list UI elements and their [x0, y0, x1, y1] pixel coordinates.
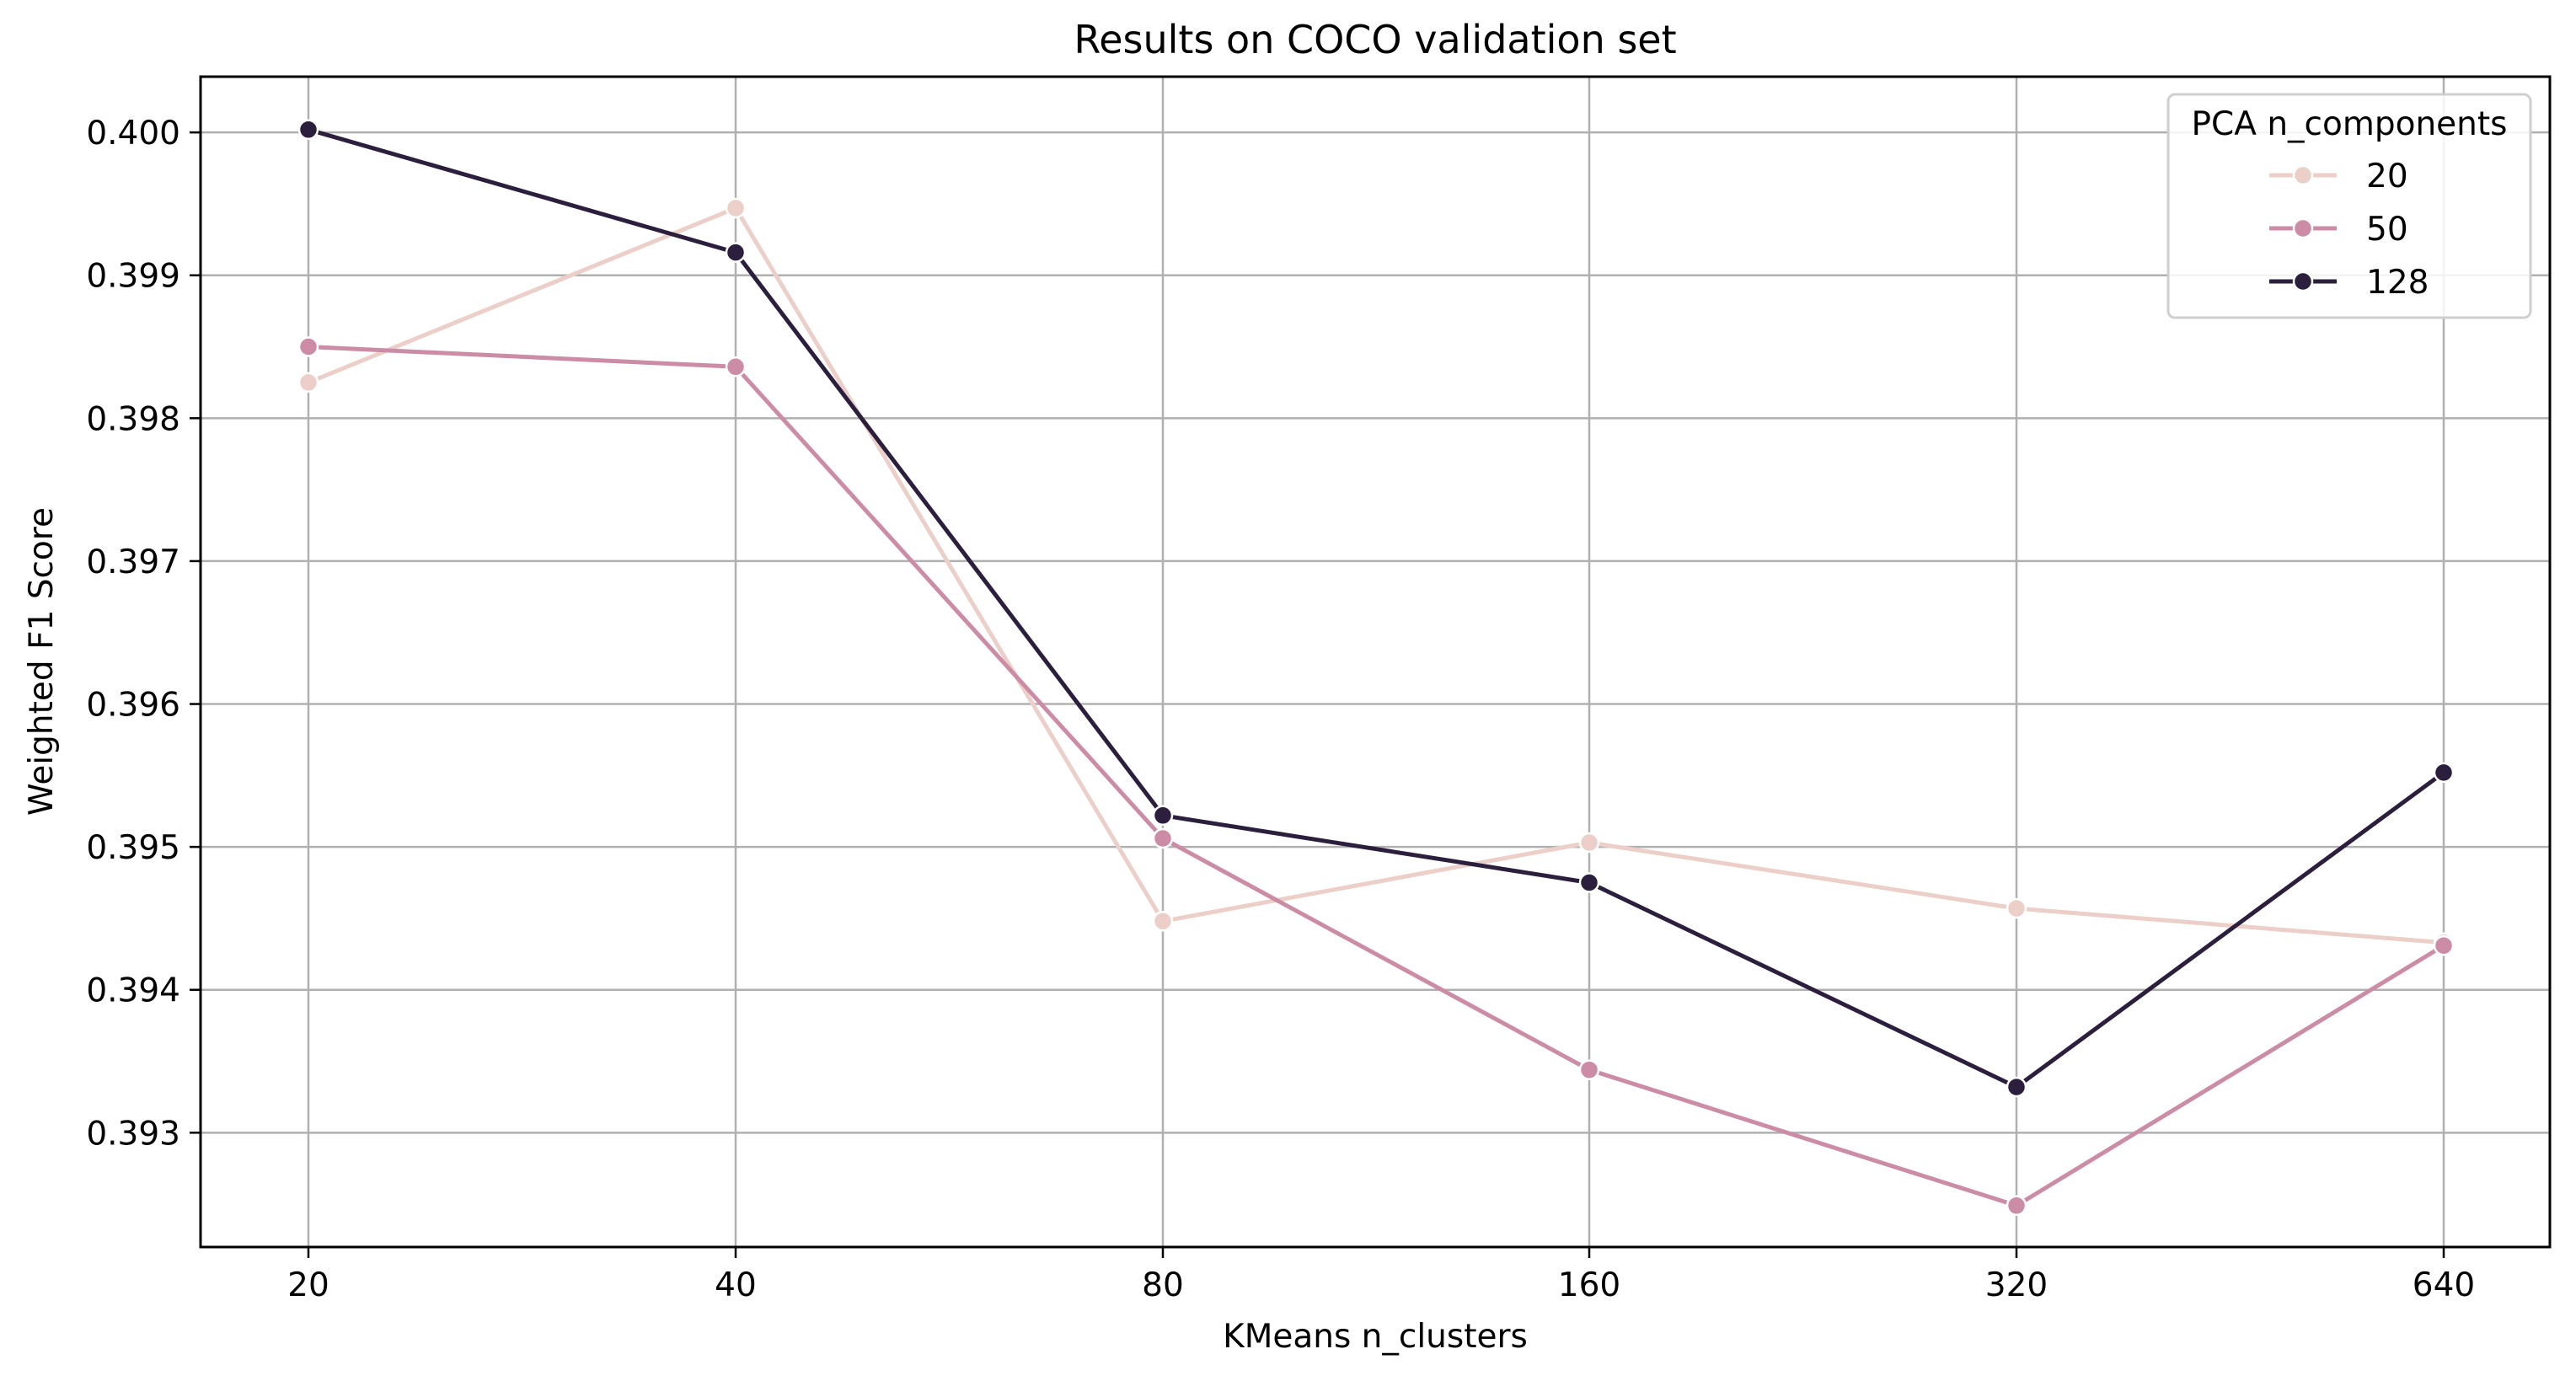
y-tick-label: 0.394: [86, 972, 180, 1010]
y-tick-label: 0.398: [86, 400, 180, 438]
data-point-20: [2006, 897, 2027, 919]
series-line-128: [306, 127, 2446, 1089]
x-axis-label: KMeans n_clusters: [1223, 1318, 1528, 1356]
x-axis-ticks: 20 40 80 160 320 640: [287, 1247, 2475, 1304]
x-tick-label: 160: [1558, 1266, 1620, 1304]
legend-label-20: 20: [2366, 158, 2408, 195]
data-point-128: [725, 242, 747, 263]
legend-items: 20 50 128: [2269, 158, 2429, 302]
data-point-50: [2433, 934, 2455, 956]
x-tick-label: 320: [1985, 1266, 2048, 1304]
legend-label-128: 128: [2366, 264, 2429, 302]
data-point-20: [297, 372, 319, 393]
y-tick-label: 0.396: [86, 687, 180, 725]
data-point-20: [1152, 911, 1174, 932]
x-tick-label: 640: [2413, 1266, 2475, 1304]
legend-title: PCA n_components: [2192, 105, 2508, 143]
plot-frame: [199, 75, 2552, 1249]
legend-label-50: 50: [2366, 211, 2408, 249]
y-axis-ticks: 0.393 0.394 0.395 0.396 0.397 0.398 0.399 0.400: [86, 115, 201, 1153]
y-tick-label: 0.399: [86, 258, 180, 296]
x-tick-label: 40: [715, 1266, 757, 1304]
legend: PCA n_components 20 50 128: [2166, 93, 2532, 319]
y-tick-label: 0.395: [86, 829, 180, 867]
data-point-20: [1578, 832, 1600, 854]
data-point-20: [725, 197, 747, 219]
chart-title: Results on COCO validation set: [1074, 17, 1676, 62]
data-point-50: [1152, 827, 1174, 849]
y-tick-label: 0.397: [86, 543, 180, 581]
data-point-128: [1578, 872, 1600, 893]
legend-marker-20: [2292, 164, 2314, 186]
data-point-128: [297, 119, 319, 141]
y-tick-label: 0.393: [86, 1115, 180, 1153]
x-tick-label: 80: [1142, 1266, 1184, 1304]
grid-lines: [201, 77, 2550, 1247]
series-line-50: [306, 345, 2446, 1208]
legend-marker-128: [2292, 270, 2314, 292]
legend-box: [2166, 93, 2532, 319]
data-point-50: [297, 336, 319, 357]
legend-marker-50: [2292, 217, 2314, 239]
y-tick-label: 0.400: [86, 115, 180, 153]
y-axis-label: Weighted F1 Score: [23, 507, 61, 816]
series-line-20: [306, 206, 2446, 945]
data-point-128: [2006, 1076, 2027, 1098]
x-tick-label: 20: [287, 1266, 329, 1304]
data-point-50: [2006, 1195, 2027, 1217]
data-point-50: [1578, 1059, 1600, 1080]
data-point-128: [1152, 805, 1174, 827]
data-point-128: [2433, 762, 2455, 784]
series-layer: [297, 119, 2455, 1217]
data-point-50: [725, 356, 747, 377]
